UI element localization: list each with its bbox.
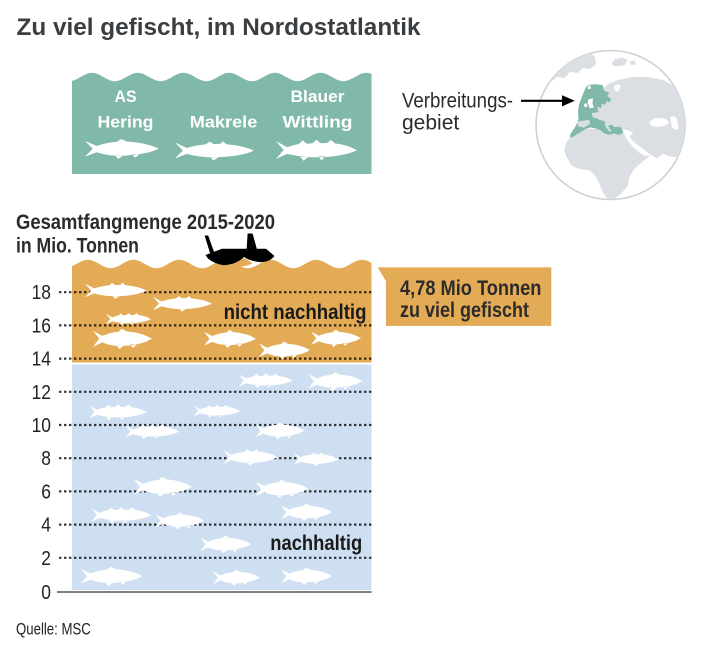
svg-text:2: 2 (41, 548, 51, 571)
svg-text:Verbreitungs-: Verbreitungs- (402, 90, 513, 113)
svg-text:AS: AS (115, 88, 137, 106)
svg-text:Makrele: Makrele (190, 112, 258, 131)
svg-text:16: 16 (32, 315, 51, 338)
svg-text:0: 0 (41, 582, 51, 605)
svg-text:Blauer: Blauer (291, 87, 345, 106)
svg-text:4,78 Mio Tonnen: 4,78 Mio Tonnen (400, 277, 541, 300)
svg-text:nachhaltig: nachhaltig (270, 532, 362, 555)
svg-text:nicht nachhaltig: nicht nachhaltig (224, 301, 367, 324)
svg-text:12: 12 (32, 382, 51, 405)
svg-text:Quelle: MSC: Quelle: MSC (16, 620, 91, 639)
svg-text:Hering: Hering (98, 113, 154, 131)
svg-text:18: 18 (32, 282, 51, 305)
svg-text:Gesamtfangmenge 2015-2020: Gesamtfangmenge 2015-2020 (16, 211, 275, 234)
svg-text:6: 6 (41, 481, 51, 504)
svg-text:Wittling: Wittling (283, 113, 353, 131)
svg-text:in Mio. Tonnen: in Mio. Tonnen (16, 234, 139, 258)
svg-text:8: 8 (41, 448, 51, 471)
svg-text:4: 4 (41, 514, 51, 537)
svg-text:gebiet: gebiet (402, 112, 459, 135)
svg-text:14: 14 (32, 348, 52, 371)
svg-text:zu viel gefischt: zu viel gefischt (400, 299, 529, 323)
svg-text:Zu viel gefischt, im Nordostat: Zu viel gefischt, im Nordostatlantik (17, 14, 421, 41)
svg-text:10: 10 (32, 415, 51, 438)
